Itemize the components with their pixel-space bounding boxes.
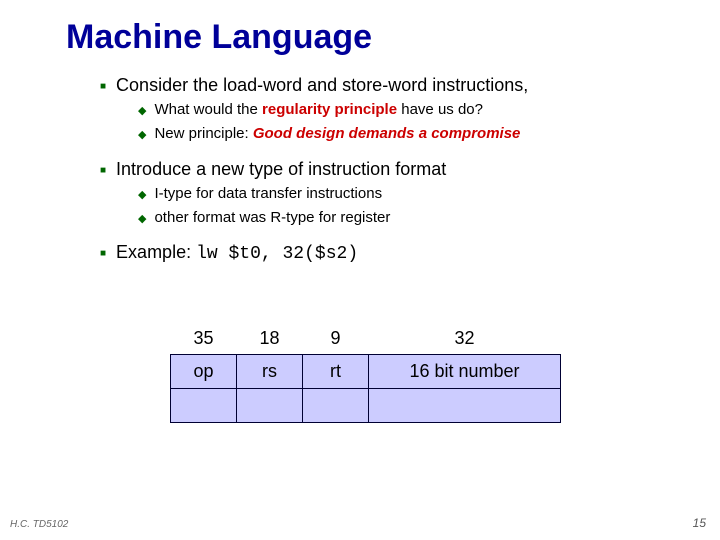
bullet-1-text: Consider the load-word and store-word in… bbox=[116, 75, 528, 96]
bullet-1: ■ Consider the load-word and store-word … bbox=[100, 75, 680, 96]
table-cell: 18 bbox=[237, 324, 303, 354]
table-cell bbox=[237, 388, 303, 422]
table-cell bbox=[171, 388, 237, 422]
bullet-1b-pre: New principle: bbox=[154, 125, 252, 142]
bullet-3-pre: Example: bbox=[116, 242, 196, 262]
table-row-values: 35 18 9 32 bbox=[171, 324, 561, 354]
bullet-1a-text: What would the regularity principle have… bbox=[154, 100, 483, 120]
bullet-3: ■ Example: lw $t0, 32($s2) bbox=[100, 242, 680, 264]
bullet-1b: ◆ New principle: Good design demands a c… bbox=[138, 124, 680, 144]
table-cell: 35 bbox=[171, 324, 237, 354]
table-row-empty bbox=[171, 388, 561, 422]
table-row-labels: op rs rt 16 bit number bbox=[171, 354, 561, 388]
bullet-2a: ◆ I-type for data transfer instructions bbox=[138, 184, 680, 204]
diamond-bullet-icon: ◆ bbox=[138, 128, 146, 143]
bullet-2b: ◆ other format was R-type for register bbox=[138, 208, 680, 228]
bullet-1b-text: New principle: Good design demands a com… bbox=[154, 124, 520, 144]
slide-title: Machine Language bbox=[66, 18, 680, 57]
square-bullet-icon: ■ bbox=[100, 248, 106, 259]
diamond-bullet-icon: ◆ bbox=[138, 212, 146, 227]
bullet-2: ■ Introduce a new type of instruction fo… bbox=[100, 159, 680, 180]
instruction-format-table: 35 18 9 32 op rs rt 16 bit number bbox=[170, 324, 561, 423]
diamond-bullet-icon: ◆ bbox=[138, 104, 146, 119]
slide-number: 15 bbox=[693, 516, 706, 530]
bullet-2-text: Introduce a new type of instruction form… bbox=[116, 159, 446, 180]
table-cell: rs bbox=[237, 354, 303, 388]
bullet-2b-text: other format was R-type for register bbox=[154, 208, 390, 228]
square-bullet-icon: ■ bbox=[100, 165, 106, 176]
table-cell: rt bbox=[303, 354, 369, 388]
footer-left: H.C. TD5102 bbox=[10, 519, 68, 530]
bullet-3-text: Example: lw $t0, 32($s2) bbox=[116, 242, 358, 264]
table-cell: 32 bbox=[369, 324, 561, 354]
table-cell: op bbox=[171, 354, 237, 388]
bullet-3-code: lw $t0, 32($s2) bbox=[196, 244, 358, 264]
square-bullet-icon: ■ bbox=[100, 81, 106, 92]
table-cell: 16 bit number bbox=[369, 354, 561, 388]
bullet-1a-pre: What would the bbox=[154, 101, 262, 118]
bullet-1a-em: regularity principle bbox=[262, 101, 397, 118]
bullet-1a: ◆ What would the regularity principle ha… bbox=[138, 100, 680, 120]
table-cell bbox=[303, 388, 369, 422]
bullet-2a-text: I-type for data transfer instructions bbox=[154, 184, 382, 204]
table-cell bbox=[369, 388, 561, 422]
bullet-1a-post: have us do? bbox=[397, 101, 483, 118]
bullet-1b-em: Good design demands a compromise bbox=[253, 125, 521, 142]
table-cell: 9 bbox=[303, 324, 369, 354]
diamond-bullet-icon: ◆ bbox=[138, 188, 146, 203]
